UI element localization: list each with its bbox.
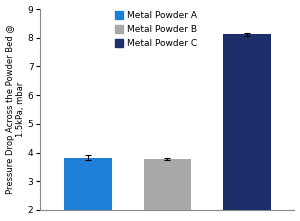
Legend: Metal Powder A, Metal Powder B, Metal Powder C: Metal Powder A, Metal Powder B, Metal Po… [113, 10, 199, 50]
Y-axis label: Pressure Drop Across the Powder Bed @
1.5kPa, mbar: Pressure Drop Across the Powder Bed @ 1.… [6, 25, 25, 194]
Bar [223, 34, 271, 221]
Bar [144, 159, 191, 221]
Bar [64, 158, 112, 221]
